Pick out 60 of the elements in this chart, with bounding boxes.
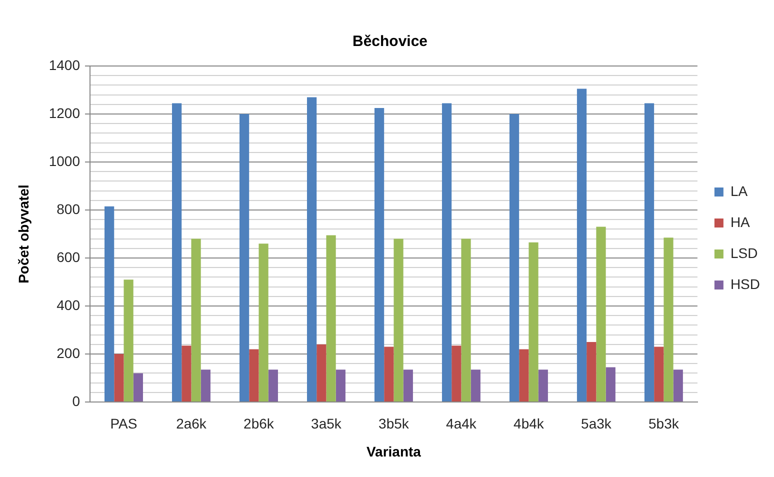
bar [374, 108, 384, 402]
y-tick-label: 0 [72, 392, 80, 409]
bar [258, 244, 268, 402]
legend-label: HA [730, 214, 751, 230]
y-tick-label: 1200 [48, 104, 80, 121]
bar [538, 370, 548, 402]
bar [384, 346, 394, 402]
bar [509, 114, 520, 402]
bar [664, 238, 674, 402]
bar [576, 88, 587, 402]
x-tick-label: 3b5k [378, 415, 410, 432]
bar [336, 370, 346, 402]
bar [644, 103, 654, 402]
y-tick-label: 1000 [48, 152, 80, 169]
bar [461, 238, 471, 402]
y-tick-label: 1400 [48, 56, 80, 73]
legend-label: LSD [730, 244, 758, 261]
x-tick-label: 5a3k [581, 415, 612, 432]
x-axis-title: Varianta [366, 443, 422, 460]
x-tick-label: 2b6k [244, 415, 275, 432]
bar [249, 349, 259, 402]
bar [191, 238, 201, 402]
bar [606, 367, 616, 402]
bar [403, 370, 413, 402]
bar [200, 370, 210, 402]
bar [654, 346, 664, 402]
bar [470, 370, 480, 402]
bar [326, 235, 336, 402]
bar [240, 114, 250, 402]
bar [519, 349, 529, 402]
x-tick-label: PAS [110, 415, 138, 432]
bar [124, 280, 134, 402]
bar [316, 344, 326, 402]
bar [528, 242, 538, 402]
legend-label: LA [730, 182, 748, 199]
bar [133, 373, 143, 402]
bar [586, 342, 596, 402]
bar [114, 354, 124, 402]
x-tick-label: 5b3k [648, 415, 680, 432]
bar [182, 346, 192, 402]
x-tick-label: 4a4k [446, 415, 478, 432]
y-tick-label: 200 [56, 344, 80, 361]
y-tick-label: 600 [56, 248, 80, 265]
bar [268, 370, 278, 402]
x-tick-label: 4b4k [514, 415, 545, 432]
bar [673, 370, 683, 402]
bar [442, 103, 452, 402]
y-axis-title: Počet obyvatel [15, 184, 32, 284]
legend-label: HSD [730, 276, 760, 292]
bar [172, 103, 182, 402]
y-tick-label: 800 [56, 200, 80, 217]
x-tick-label: 3a5k [311, 415, 342, 432]
y-tick-label: 400 [56, 296, 80, 313]
bar [306, 97, 317, 402]
bar [104, 206, 114, 402]
bar [596, 226, 606, 402]
bar [394, 238, 404, 402]
chart-title: Běchovice [352, 33, 428, 50]
x-tick-label: 2a6k [176, 415, 208, 432]
bar [452, 346, 462, 402]
